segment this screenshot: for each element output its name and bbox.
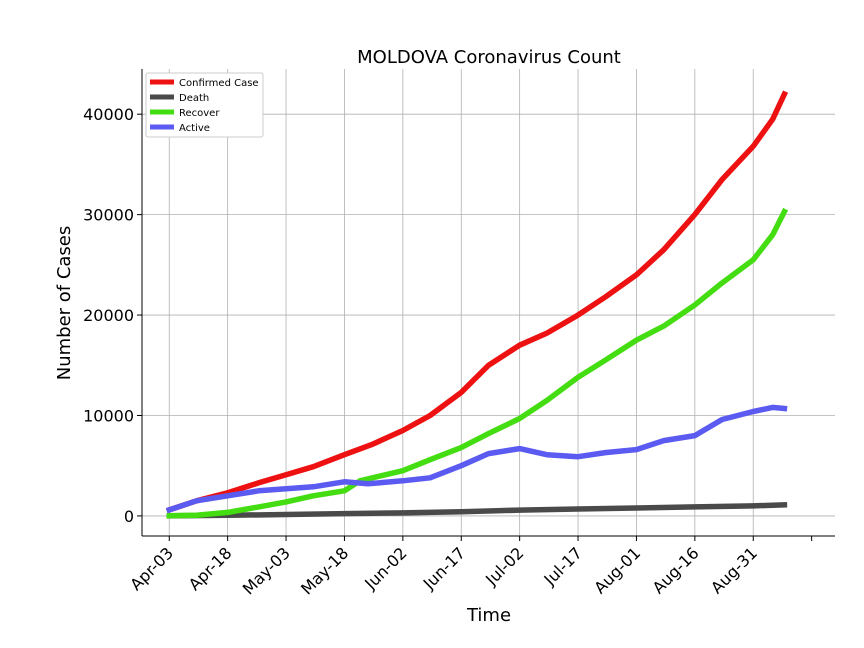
legend: Confirmed Case Death Recover Active (145, 72, 264, 138)
series-line-confirmed-case (165, 90, 789, 514)
y-axis-label: Number of Cases (54, 226, 75, 381)
x-tick-label: Aug-01 (590, 543, 644, 597)
legend-label-death: Death (179, 93, 209, 104)
series-line-death (166, 501, 788, 519)
legend-label-active: Active (179, 123, 210, 134)
y-tick-label: 20000 (83, 306, 134, 325)
y-tick-label: 40000 (83, 105, 134, 124)
series-lines (165, 90, 789, 519)
y-tick-label: 0 (124, 507, 134, 526)
y-tick-label: 30000 (83, 206, 134, 225)
x-tick-label: Jul-17 (540, 543, 586, 589)
legend-items: Confirmed Case Death Recover Active (150, 78, 259, 134)
x-tick-label: Jun-17 (419, 543, 469, 593)
series-line-active (165, 404, 788, 514)
x-tick-label: Apr-03 (126, 543, 177, 594)
axes (137, 69, 835, 541)
legend-label-confirmed-case: Confirmed Case (179, 78, 259, 89)
series-line-recover (166, 207, 789, 519)
x-axis-label: Time (466, 605, 511, 626)
legend-label-recover: Recover (179, 108, 220, 119)
grid-lines (142, 69, 835, 536)
chart-title: MOLDOVA Coronavirus Count (357, 47, 621, 68)
x-tick-label: Aug-16 (649, 543, 703, 597)
x-tick-label: Jun-02 (360, 543, 410, 593)
legend-box (145, 72, 264, 138)
y-tick-label: 10000 (83, 406, 134, 425)
x-tick-label: May-03 (239, 543, 294, 598)
x-tick-label: Jul-02 (481, 543, 527, 589)
x-tick-label: Aug-31 (707, 543, 761, 597)
x-tick-label: May-18 (297, 543, 352, 598)
x-tick-label: Apr-18 (185, 543, 236, 594)
tick-labels: Apr-03 Apr-18 May-03 May-18 Jun-02 Jun-17 Jul-… (83, 105, 761, 598)
